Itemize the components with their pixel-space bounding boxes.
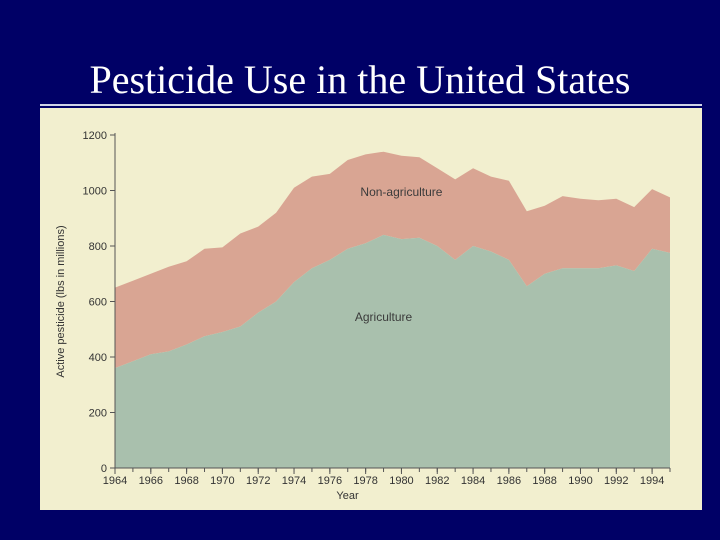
x-tick-label: 1968	[174, 475, 198, 487]
y-tick-label: 200	[89, 408, 107, 420]
chart-axes: 0 200 400 600 800 1000 1200 1964 1966 1968 1970 197…	[55, 130, 671, 502]
chart-labels: Non-agriculture Agriculture	[355, 185, 443, 324]
y-axis-title: Active pesticide (lbs in millions)	[55, 225, 67, 377]
slide-title: Pesticide Use in the United States	[89, 57, 631, 102]
y-tick-label: 1000	[83, 186, 107, 198]
x-axis-title: Year	[336, 490, 359, 502]
y-tick-label: 600	[89, 297, 107, 309]
x-tick-label: 1976	[318, 475, 342, 487]
x-tick-label: 1982	[425, 475, 449, 487]
x-tick-label: 1992	[604, 475, 628, 487]
x-tick-label: 1966	[139, 475, 163, 487]
label-agriculture: Agriculture	[355, 310, 413, 324]
x-tick-label: 1978	[353, 475, 377, 487]
area-agriculture	[115, 234, 670, 468]
x-tick-label: 1964	[103, 475, 127, 487]
y-tick-label: 0	[101, 463, 107, 475]
y-tick-label: 1200	[83, 130, 107, 142]
y-tick-label: 800	[89, 241, 107, 253]
x-tick-label: 1988	[532, 475, 556, 487]
x-tick-label: 1986	[497, 475, 521, 487]
area-non-agriculture	[115, 151, 670, 369]
title-divider	[40, 104, 702, 106]
label-non-agriculture: Non-agriculture	[360, 185, 442, 199]
x-tick-label: 1990	[568, 475, 592, 487]
x-tick-label: 1984	[461, 475, 485, 487]
x-tick-label: 1980	[389, 475, 413, 487]
stacked-area-chart: 0 200 400 600 800 1000 1200 1964 1966 1968 1970 197…	[55, 130, 671, 502]
x-tick-label: 1972	[246, 475, 270, 487]
chart-areas	[115, 151, 670, 468]
x-tick-label: 1970	[210, 475, 234, 487]
x-tick-label: 1974	[282, 475, 306, 487]
x-tick-label: 1994	[640, 475, 664, 487]
chart-panel: 0 200 400 600 800 1000 1200 1964 1966 1968 1970 197…	[40, 108, 702, 510]
y-tick-label: 400	[89, 352, 107, 364]
